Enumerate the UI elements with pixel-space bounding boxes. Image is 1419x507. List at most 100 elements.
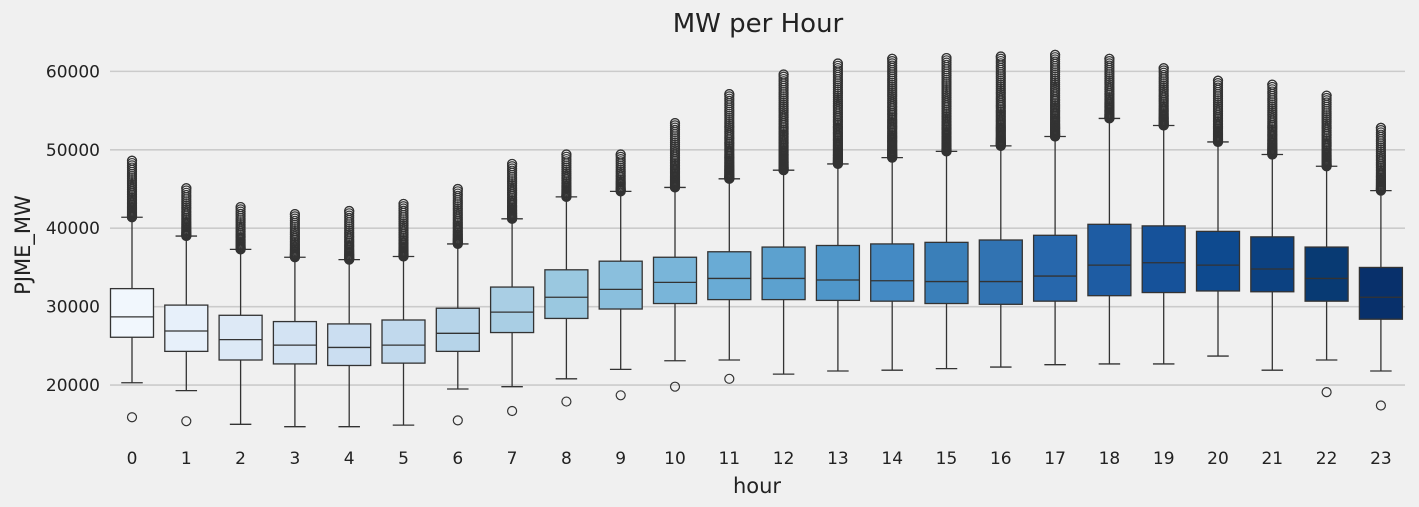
outlier-point xyxy=(561,396,572,407)
iqr-box xyxy=(1087,223,1132,297)
iqr-box xyxy=(1358,266,1404,320)
box-hour-20 xyxy=(1195,75,1241,357)
x-tick-label: 20 xyxy=(1207,449,1229,469)
box-hour-13 xyxy=(815,58,861,372)
x-tick-label: 2 xyxy=(235,449,246,469)
y-tick-label: 40000 xyxy=(46,219,100,239)
box-hour-2 xyxy=(218,201,263,425)
iqr-box xyxy=(761,246,806,301)
x-axis-label: hour xyxy=(733,474,781,498)
x-tick-label: 15 xyxy=(936,449,958,469)
x-tick-label: 19 xyxy=(1153,449,1175,469)
x-tick-label: 0 xyxy=(127,449,138,469)
iqr-box xyxy=(327,323,372,367)
x-tick-label: 6 xyxy=(452,449,463,469)
x-tick-label: 18 xyxy=(1099,449,1121,469)
y-axis-label: PJME_MW xyxy=(11,195,36,295)
box-hour-6 xyxy=(435,183,480,426)
box-hour-0 xyxy=(109,155,155,423)
outlier-point xyxy=(724,373,735,384)
box-hour-5 xyxy=(381,198,426,426)
iqr-box xyxy=(489,286,535,334)
grid-layer xyxy=(110,70,1405,386)
iqr-box xyxy=(164,304,209,353)
box-hour-3 xyxy=(272,209,318,428)
outlier-point xyxy=(452,183,463,195)
outlier-point xyxy=(506,405,518,417)
outlier-point xyxy=(181,416,192,427)
outlier-point xyxy=(289,209,300,220)
x-tick-label: 3 xyxy=(289,449,300,469)
iqr-box xyxy=(109,287,155,338)
x-tick-label: 23 xyxy=(1370,449,1392,469)
outlier-point xyxy=(506,158,518,170)
box-hour-8 xyxy=(544,149,589,407)
iqr-box xyxy=(598,260,643,310)
outlier-point xyxy=(832,58,844,69)
box-hour-14 xyxy=(870,53,915,371)
outlier-point xyxy=(778,69,789,80)
outlier-point xyxy=(669,118,681,129)
box-hour-10 xyxy=(652,118,698,392)
outlier-point xyxy=(452,415,463,426)
box-hour-23 xyxy=(1358,122,1404,411)
box-hour-7 xyxy=(489,158,535,417)
x-tick-label: 12 xyxy=(773,449,795,469)
iqr-box xyxy=(652,256,698,305)
box-hour-9 xyxy=(598,149,643,401)
outlier-point xyxy=(235,201,246,213)
box-hour-17 xyxy=(1032,49,1078,366)
outlier-point xyxy=(724,89,735,100)
outlier-point xyxy=(561,149,572,160)
outlier-point xyxy=(615,390,626,401)
iqr-box xyxy=(707,251,752,301)
x-tick-label: 17 xyxy=(1044,449,1066,469)
x-tick-label: 13 xyxy=(827,449,849,469)
x-tick-labels: 0 1 2 3 4 5 6 7 8 9 10 11 12 13 14 15 16 17 18 19 20 21 22 23 xyxy=(127,449,1392,469)
box-hour-16 xyxy=(978,51,1023,368)
outlier-point xyxy=(181,183,192,194)
outlier-point xyxy=(1321,90,1332,101)
outlier-point xyxy=(126,412,138,423)
y-tick-label: 50000 xyxy=(46,141,100,161)
box-hour-18 xyxy=(1087,53,1132,365)
outlier-point xyxy=(615,149,626,160)
x-tick-label: 9 xyxy=(615,449,626,469)
outlier-point xyxy=(344,205,355,217)
outlier-point xyxy=(1321,387,1332,398)
box-hour-22 xyxy=(1304,90,1349,398)
x-tick-label: 1 xyxy=(181,449,192,469)
outlier-point xyxy=(1104,53,1115,64)
outlier-point xyxy=(398,198,409,210)
y-tick-label: 30000 xyxy=(46,298,100,318)
x-tick-label: 7 xyxy=(507,449,518,469)
x-tick-label: 21 xyxy=(1261,449,1283,469)
y-tick-label: 20000 xyxy=(46,376,100,396)
x-tick-label: 5 xyxy=(398,449,409,469)
outlier-point xyxy=(1212,75,1224,86)
iqr-box xyxy=(1032,234,1078,302)
x-tick-label: 14 xyxy=(881,449,903,469)
outlier-point xyxy=(887,53,898,64)
outlier-point xyxy=(669,381,681,392)
iqr-box xyxy=(218,314,263,361)
iqr-box xyxy=(978,239,1023,305)
iqr-box xyxy=(381,319,426,364)
y-tick-label: 60000 xyxy=(46,62,100,82)
iqr-box xyxy=(870,243,915,302)
iqr-box xyxy=(272,320,318,365)
iqr-box xyxy=(435,307,480,353)
x-tick-label: 10 xyxy=(664,449,686,469)
box-hour-1 xyxy=(164,183,209,427)
box-hour-12 xyxy=(761,69,806,375)
chart-title: MW per Hour xyxy=(673,9,844,39)
box-hour-19 xyxy=(1141,63,1186,365)
box-hour-15 xyxy=(924,52,969,370)
iqr-box xyxy=(1141,225,1186,294)
outlier-point xyxy=(1049,49,1061,61)
iqr-box xyxy=(1250,236,1295,293)
boxes-layer xyxy=(109,49,1404,428)
iqr-box xyxy=(924,241,969,305)
